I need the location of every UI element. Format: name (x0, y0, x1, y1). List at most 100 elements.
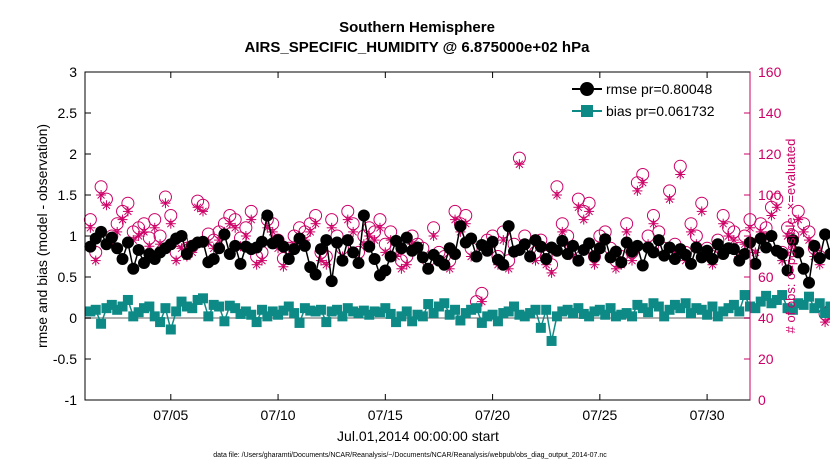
bias-point (750, 303, 761, 314)
bias-point (155, 317, 166, 328)
asterisk-stroke (193, 203, 202, 212)
bias-point (332, 304, 343, 315)
rmse-point (550, 244, 563, 257)
obs-evaluated-point (637, 177, 648, 188)
obs-evaluated-point (675, 169, 686, 180)
bias-point (503, 306, 514, 317)
y-tick-label: 2 (69, 146, 77, 162)
bias-point (514, 309, 525, 320)
asterisk-stroke (91, 256, 100, 265)
obs-evaluated-point (348, 226, 359, 237)
asterisk-stroke (504, 264, 513, 273)
y-tick-label: 3 (69, 64, 77, 80)
rmse-point (502, 220, 515, 233)
x-tick-label: 07/20 (475, 407, 510, 423)
rmse-point (470, 250, 483, 263)
bias-point (128, 311, 139, 322)
bias-point (412, 309, 423, 320)
y2-tick-label: 0 (758, 392, 766, 408)
rmse-point (411, 241, 424, 254)
bias-point (224, 300, 235, 311)
bias-point (262, 311, 273, 322)
bias-point (187, 303, 198, 314)
rmse-point (797, 262, 810, 275)
bias-point (305, 305, 316, 316)
bias-point (256, 304, 267, 315)
asterisk-stroke (402, 260, 411, 269)
bias-point (691, 303, 702, 314)
bias-point (240, 306, 251, 317)
rmse-point (255, 235, 268, 248)
rmse-point (706, 252, 719, 265)
bias-point (407, 316, 418, 327)
y2-tick-label: 160 (758, 64, 782, 80)
bias-point (391, 317, 402, 328)
obs-evaluated-point (256, 255, 267, 266)
rmse-point (786, 234, 799, 247)
bias-point (214, 301, 225, 312)
asterisk-stroke (579, 215, 588, 224)
asterisk-stroke (429, 232, 438, 240)
rmse-point (347, 246, 360, 259)
obs-evaluated-point (149, 222, 160, 233)
rmse-point (121, 236, 134, 249)
bias-point (471, 303, 482, 314)
obs-evaluated-point (584, 206, 595, 217)
bias-point (181, 301, 192, 312)
asterisk-stroke (676, 170, 685, 179)
asterisk-stroke (150, 223, 159, 232)
asterisk-stroke (156, 240, 164, 249)
bias-point (460, 308, 471, 319)
bias-point (106, 299, 117, 310)
asterisk-stroke (531, 256, 540, 265)
asterisk-stroke (247, 215, 256, 224)
obs-evaluated-point (428, 231, 439, 241)
bias-point (509, 301, 520, 312)
asterisk-stroke (349, 228, 357, 236)
bias-point (385, 308, 396, 319)
obs-evaluated-point (85, 222, 96, 233)
bias-point (600, 309, 611, 320)
asterisk-stroke (199, 207, 207, 216)
x-tick-label: 07/10 (261, 407, 296, 423)
bias-point (358, 305, 369, 316)
bias-point (809, 303, 820, 314)
bias-point (144, 301, 155, 312)
bias-point (267, 306, 278, 317)
obs-evaluated-point (369, 235, 380, 246)
y2-tick-label: 120 (758, 146, 782, 162)
asterisk-stroke (376, 223, 384, 232)
bias-point (739, 290, 750, 301)
bias-point (235, 308, 246, 319)
bias-point (203, 311, 214, 322)
y2-tick-label: 60 (758, 269, 774, 285)
rmse-point (524, 250, 537, 263)
asterisk-stroke (242, 232, 250, 240)
bias-point (482, 311, 493, 322)
bias-point (541, 304, 552, 315)
rmse-point (368, 252, 381, 265)
bias-point (476, 317, 487, 328)
obs-evaluated-point (793, 214, 804, 225)
bias-point (299, 303, 310, 314)
asterisk-stroke (649, 219, 658, 228)
asterisk-stroke (628, 256, 636, 265)
asterisk-stroke (306, 228, 315, 236)
rmse-point (282, 252, 295, 265)
bias-point (755, 296, 766, 307)
bias-point (648, 298, 659, 309)
obs-evaluated-point (664, 194, 675, 205)
obs-evaluated-point (621, 226, 632, 237)
asterisk-stroke (451, 215, 459, 224)
asterisk-stroke (767, 211, 776, 220)
rmse-point (137, 257, 150, 270)
asterisk-stroke (172, 256, 181, 265)
asterisk-stroke (499, 236, 508, 244)
bias-point (557, 306, 568, 317)
bias-point (787, 304, 798, 315)
asterisk-stroke (697, 207, 706, 216)
bias-point (315, 304, 326, 315)
asterisk-stroke (166, 219, 175, 228)
bias-point (246, 309, 257, 320)
